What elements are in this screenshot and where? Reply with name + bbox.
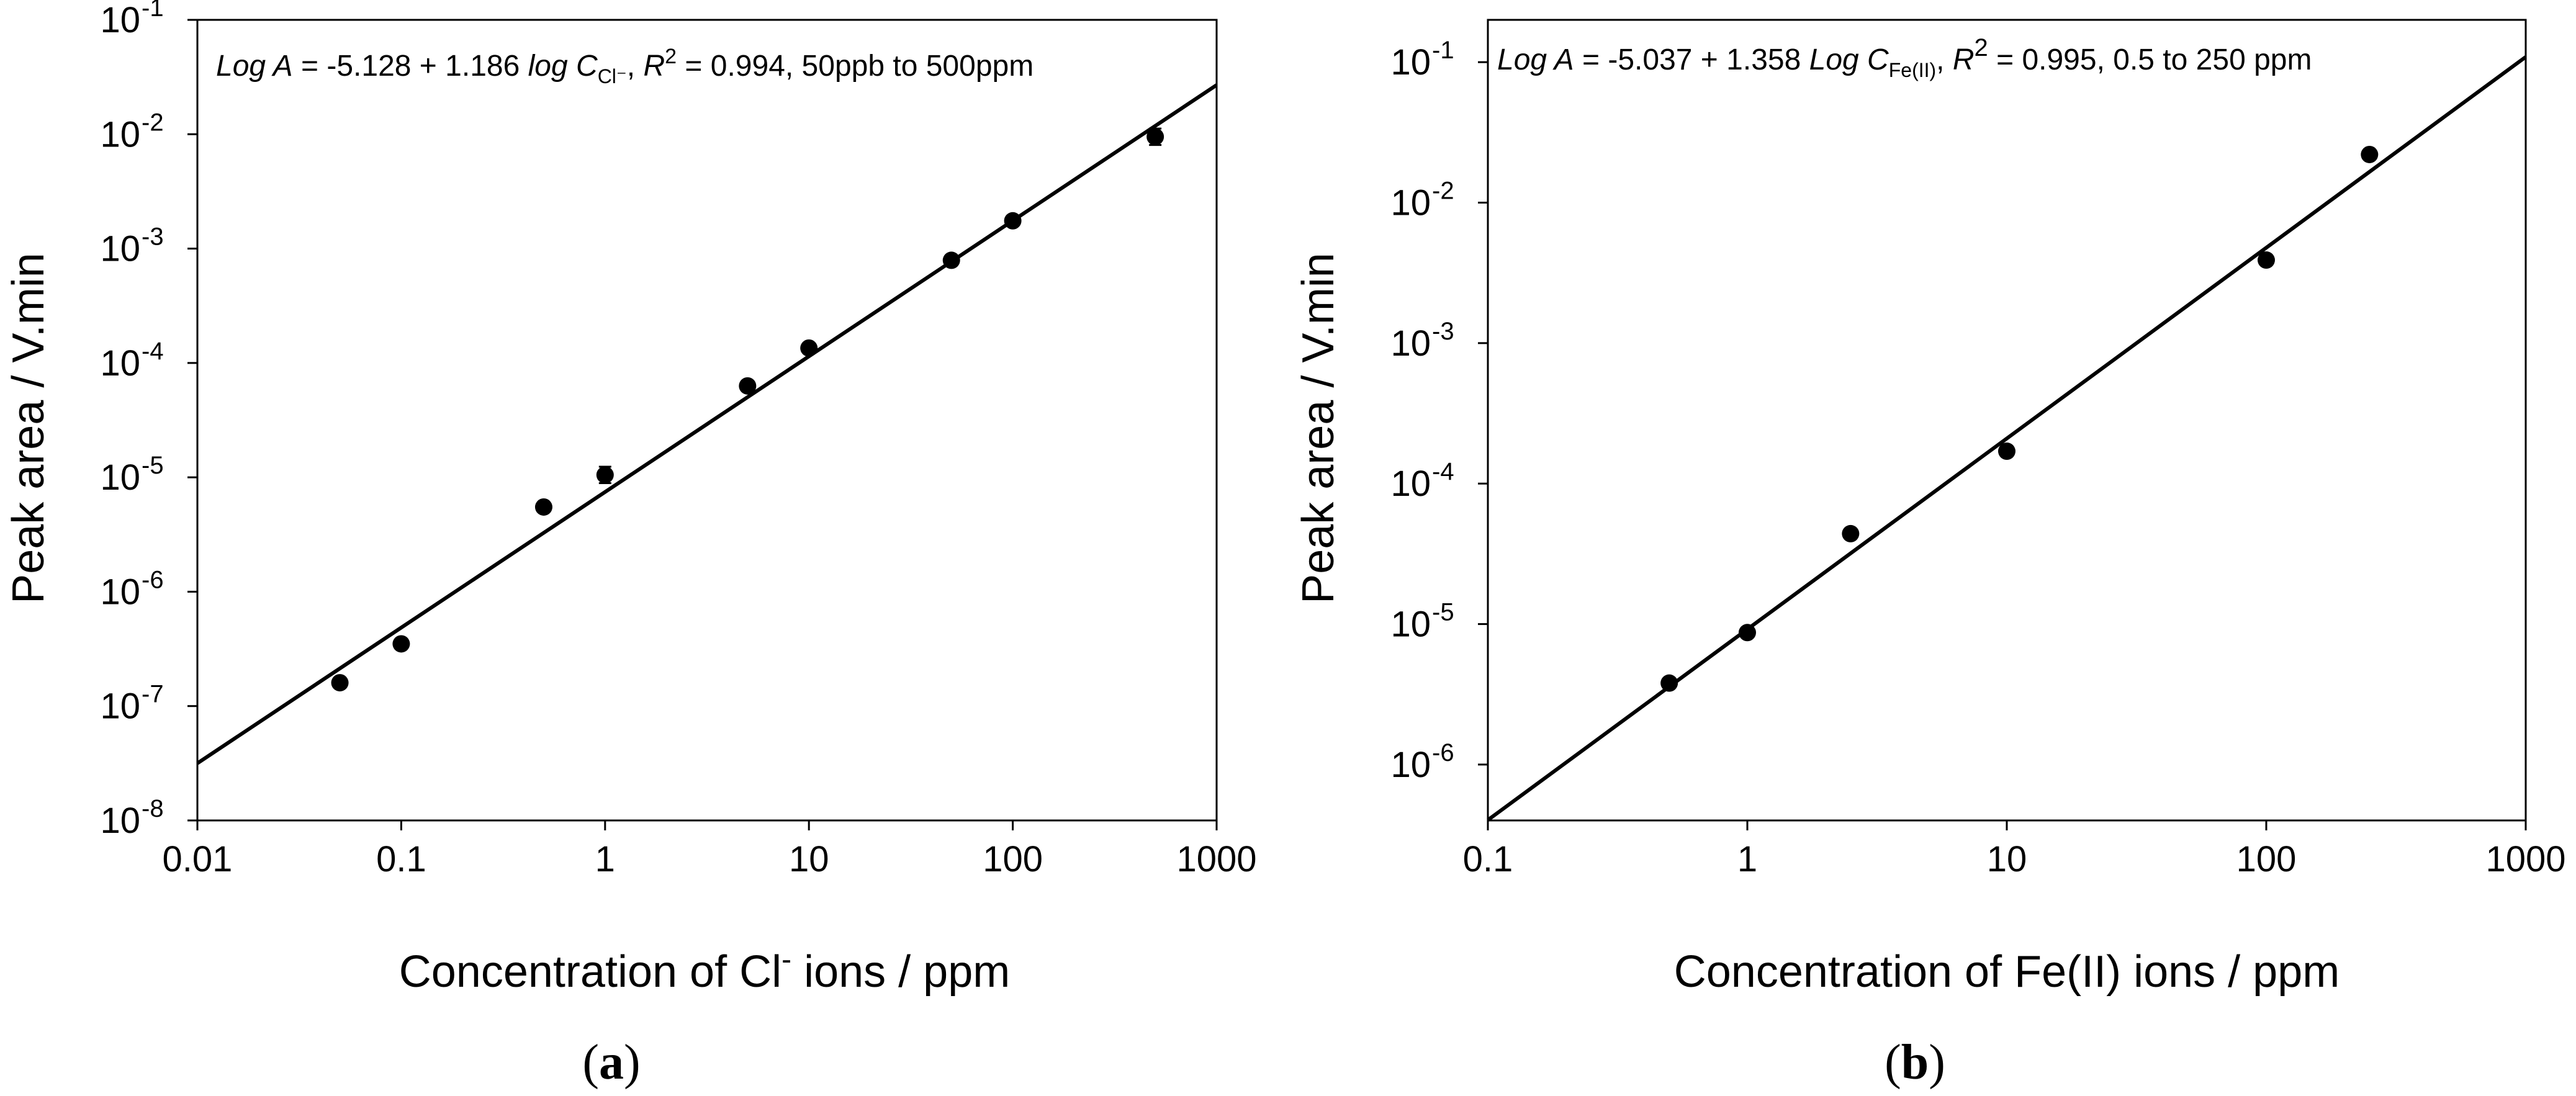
chart-b-data-point: [2361, 145, 2379, 163]
chart-b-data-point: [1660, 674, 1678, 692]
chart-a-x-axis-title: Concentration of Cl- ions / ppm: [399, 943, 1010, 997]
chart-b-x-tick-labels: 0.1 1 10 100 1000: [1463, 839, 2566, 879]
chart-b-equation: Log A = -5.037 + 1.358 Log CFe(II), R2 =…: [1497, 34, 2312, 81]
chart-b-y-tick-labels: 10-6 10-5 10-4 10-3 10-2 10-1: [1390, 37, 1454, 785]
chart-b-y-tick-label: 10-1: [1390, 37, 1454, 83]
chart-a-x-tick-labels: 0.01 0.1 1 10 100 1000: [163, 839, 1257, 879]
chart-a-data-point: [534, 498, 552, 516]
chart-b-x-tick-label: 100: [2236, 839, 2297, 879]
chart-b-data-point: [2258, 251, 2275, 269]
chart-a-points: [331, 127, 1164, 692]
chart-a-y-tick-label: 10-6: [100, 566, 163, 612]
chart-a-y-tick-label: 10-1: [100, 0, 163, 40]
chart-a-fit-line-group: [196, 83, 1218, 765]
chart-a-x-tick-label: 10: [789, 839, 829, 879]
chart-a-y-tick-label: 10-2: [100, 109, 163, 155]
chart-b-x-tick-label: 1: [1737, 839, 1757, 879]
chart-a-x-tick-label: 100: [983, 839, 1043, 879]
chart-b-x-axis-title: Concentration of Fe(II) ions / ppm: [1674, 947, 2340, 997]
chart-a-y-tick-label: 10-7: [100, 681, 163, 727]
chart-a-x-tick-label: 1: [595, 839, 615, 879]
chart-a-y-tick-labels: 10-8 10-7 10-6 10-5 10-4 10-3 10-2 10-1: [100, 0, 163, 841]
chart-a-data-point: [331, 674, 349, 692]
chart-b-y-tick-label: 10-4: [1390, 458, 1454, 504]
chart-b-plot-frame: [1487, 19, 2527, 822]
chart-b-x-tick-label: 1000: [2485, 839, 2565, 879]
chart-a-plot-frame: [196, 19, 1218, 822]
chart-a-x-tick-label: 0.1: [376, 839, 426, 879]
chart-a-data-point: [800, 339, 818, 357]
chart-b-data-point: [1739, 624, 1756, 642]
chart-a-y-tick-label: 10-8: [100, 795, 163, 841]
chart-b-y-axis-title: Peak area / V.min: [1294, 253, 1343, 604]
chart-a-data-point: [596, 466, 614, 484]
chart-b-points: [1660, 145, 2379, 692]
chart-a-data-point: [942, 251, 960, 269]
chart-a-y-axis-title: Peak area / V.min: [4, 253, 53, 604]
chart-a-y-tick-label: 10-5: [100, 452, 163, 498]
chart-a: 0.01 0.1 1 10 100 1000 10-8 10-7 10-6 10…: [4, 0, 1257, 1090]
chart-a-y-tick-label: 10-4: [100, 338, 163, 384]
chart-b-y-tick-label: 10-3: [1390, 318, 1454, 364]
chart-b-x-tick-label: 0.1: [1463, 839, 1513, 879]
chart-b-data-point: [1998, 442, 2015, 460]
chart-b-y-tick-label: 10-5: [1390, 599, 1454, 645]
chart-b-fit-line: [1487, 55, 2527, 822]
chart-a-x-tick-label: 0.01: [163, 839, 233, 879]
chart-a-tick-marks: [187, 19, 1218, 830]
chart-a-data-point: [739, 377, 757, 395]
chart-a-data-point: [1146, 128, 1164, 146]
chart-b: 0.1 1 10 100 1000 10-6 10-5 10-4 10-3 10…: [1294, 19, 2566, 1090]
chart-a-data-point: [392, 635, 410, 653]
chart-a-x-tick-label: 1000: [1176, 839, 1256, 879]
chart-b-y-tick-label: 10-6: [1390, 739, 1454, 785]
chart-a-panel-label: (a): [582, 1035, 640, 1090]
chart-a-fit-line: [196, 83, 1218, 765]
chart-b-tick-marks: [1478, 61, 2527, 830]
chart-b-data-point: [1842, 524, 1860, 542]
chart-a-y-tick-label: 10-3: [100, 223, 163, 269]
chart-a-data-point: [1004, 212, 1022, 230]
chart-a-equation: Log A = -5.128 + 1.186 log CCl⁻, R2 = 0.…: [216, 45, 1034, 88]
chart-b-panel-label: (b): [1885, 1035, 1945, 1090]
chart-b-fit-line-group: [1487, 55, 2527, 822]
chart-b-y-tick-label: 10-2: [1390, 177, 1454, 223]
chart-b-x-tick-label: 10: [1987, 839, 2027, 879]
